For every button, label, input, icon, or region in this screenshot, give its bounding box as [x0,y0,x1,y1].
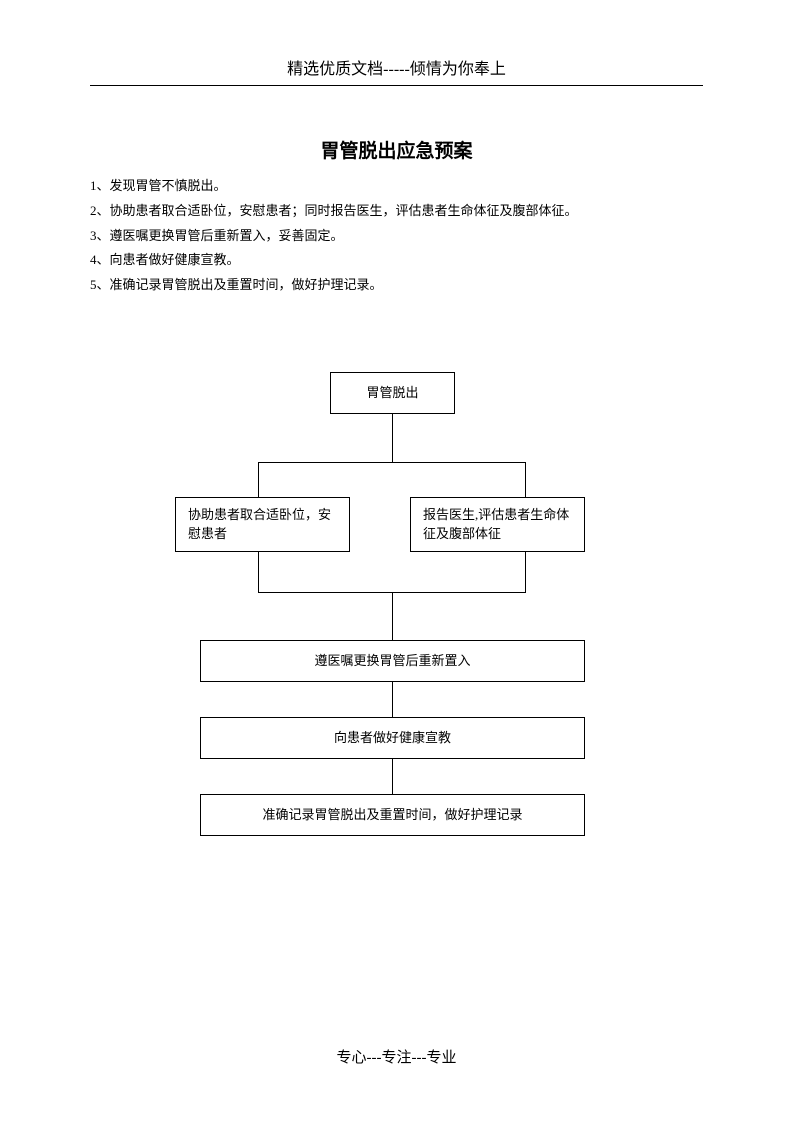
node-label: 向患者做好健康宣教 [334,728,451,748]
flowchart-connector [525,462,526,497]
flowchart-node-end: 准确记录胃管脱出及重置时间，做好护理记录 [200,794,585,836]
list-item: 3、遵医嘱更换胃管后重新置入，妥善固定。 [90,225,703,248]
list-item: 5、准确记录胃管脱出及重置时间，做好护理记录。 [90,274,703,297]
flowchart-node-step: 向患者做好健康宣教 [200,717,585,759]
numbered-list: 1、发现胃管不慎脱出。 2、协助患者取合适卧位，安慰患者；同时报告医生，评估患者… [90,175,703,297]
node-label: 准确记录胃管脱出及重置时间，做好护理记录 [262,805,522,825]
document-title: 胃管脱出应急预案 [90,136,703,163]
node-label: 协助患者取合适卧位，安慰患者 [188,505,337,544]
flowchart-node-right: 报告医生,评估患者生命体征及腹部体征 [410,497,585,552]
flowchart-connector [392,759,393,794]
flowchart-connector [258,462,259,497]
flowchart-node-step: 遵医嘱更换胃管后重新置入 [200,640,585,682]
flowchart-connector [392,592,393,640]
flowchart-connector [392,414,393,462]
node-label: 报告医生,评估患者生命体征及腹部体征 [423,505,572,544]
page-header: 精选优质文档-----倾情为你奉上 [90,55,703,85]
list-item: 4、向患者做好健康宣教。 [90,249,703,272]
page-footer: 专心---专注---专业 [0,1046,793,1067]
flowchart-connector [525,552,526,592]
flowchart-node-start: 胃管脱出 [330,372,455,414]
header-underline [90,85,703,86]
flowchart-connector [258,462,526,463]
node-label: 胃管脱出 [366,383,418,403]
document-page: 精选优质文档-----倾情为你奉上 胃管脱出应急预案 1、发现胃管不慎脱出。 2… [0,0,793,1122]
list-item: 2、协助患者取合适卧位，安慰患者；同时报告医生，评估患者生命体征及腹部体征。 [90,200,703,223]
flowchart-connector [392,682,393,717]
node-label: 遵医嘱更换胃管后重新置入 [314,651,470,671]
list-item: 1、发现胃管不慎脱出。 [90,175,703,198]
flowchart-node-left: 协助患者取合适卧位，安慰患者 [175,497,350,552]
flowchart-container: 胃管脱出 协助患者取合适卧位，安慰患者 报告医生,评估患者生命体征及腹部体征 遵… [90,372,703,912]
flowchart-connector [258,552,259,592]
